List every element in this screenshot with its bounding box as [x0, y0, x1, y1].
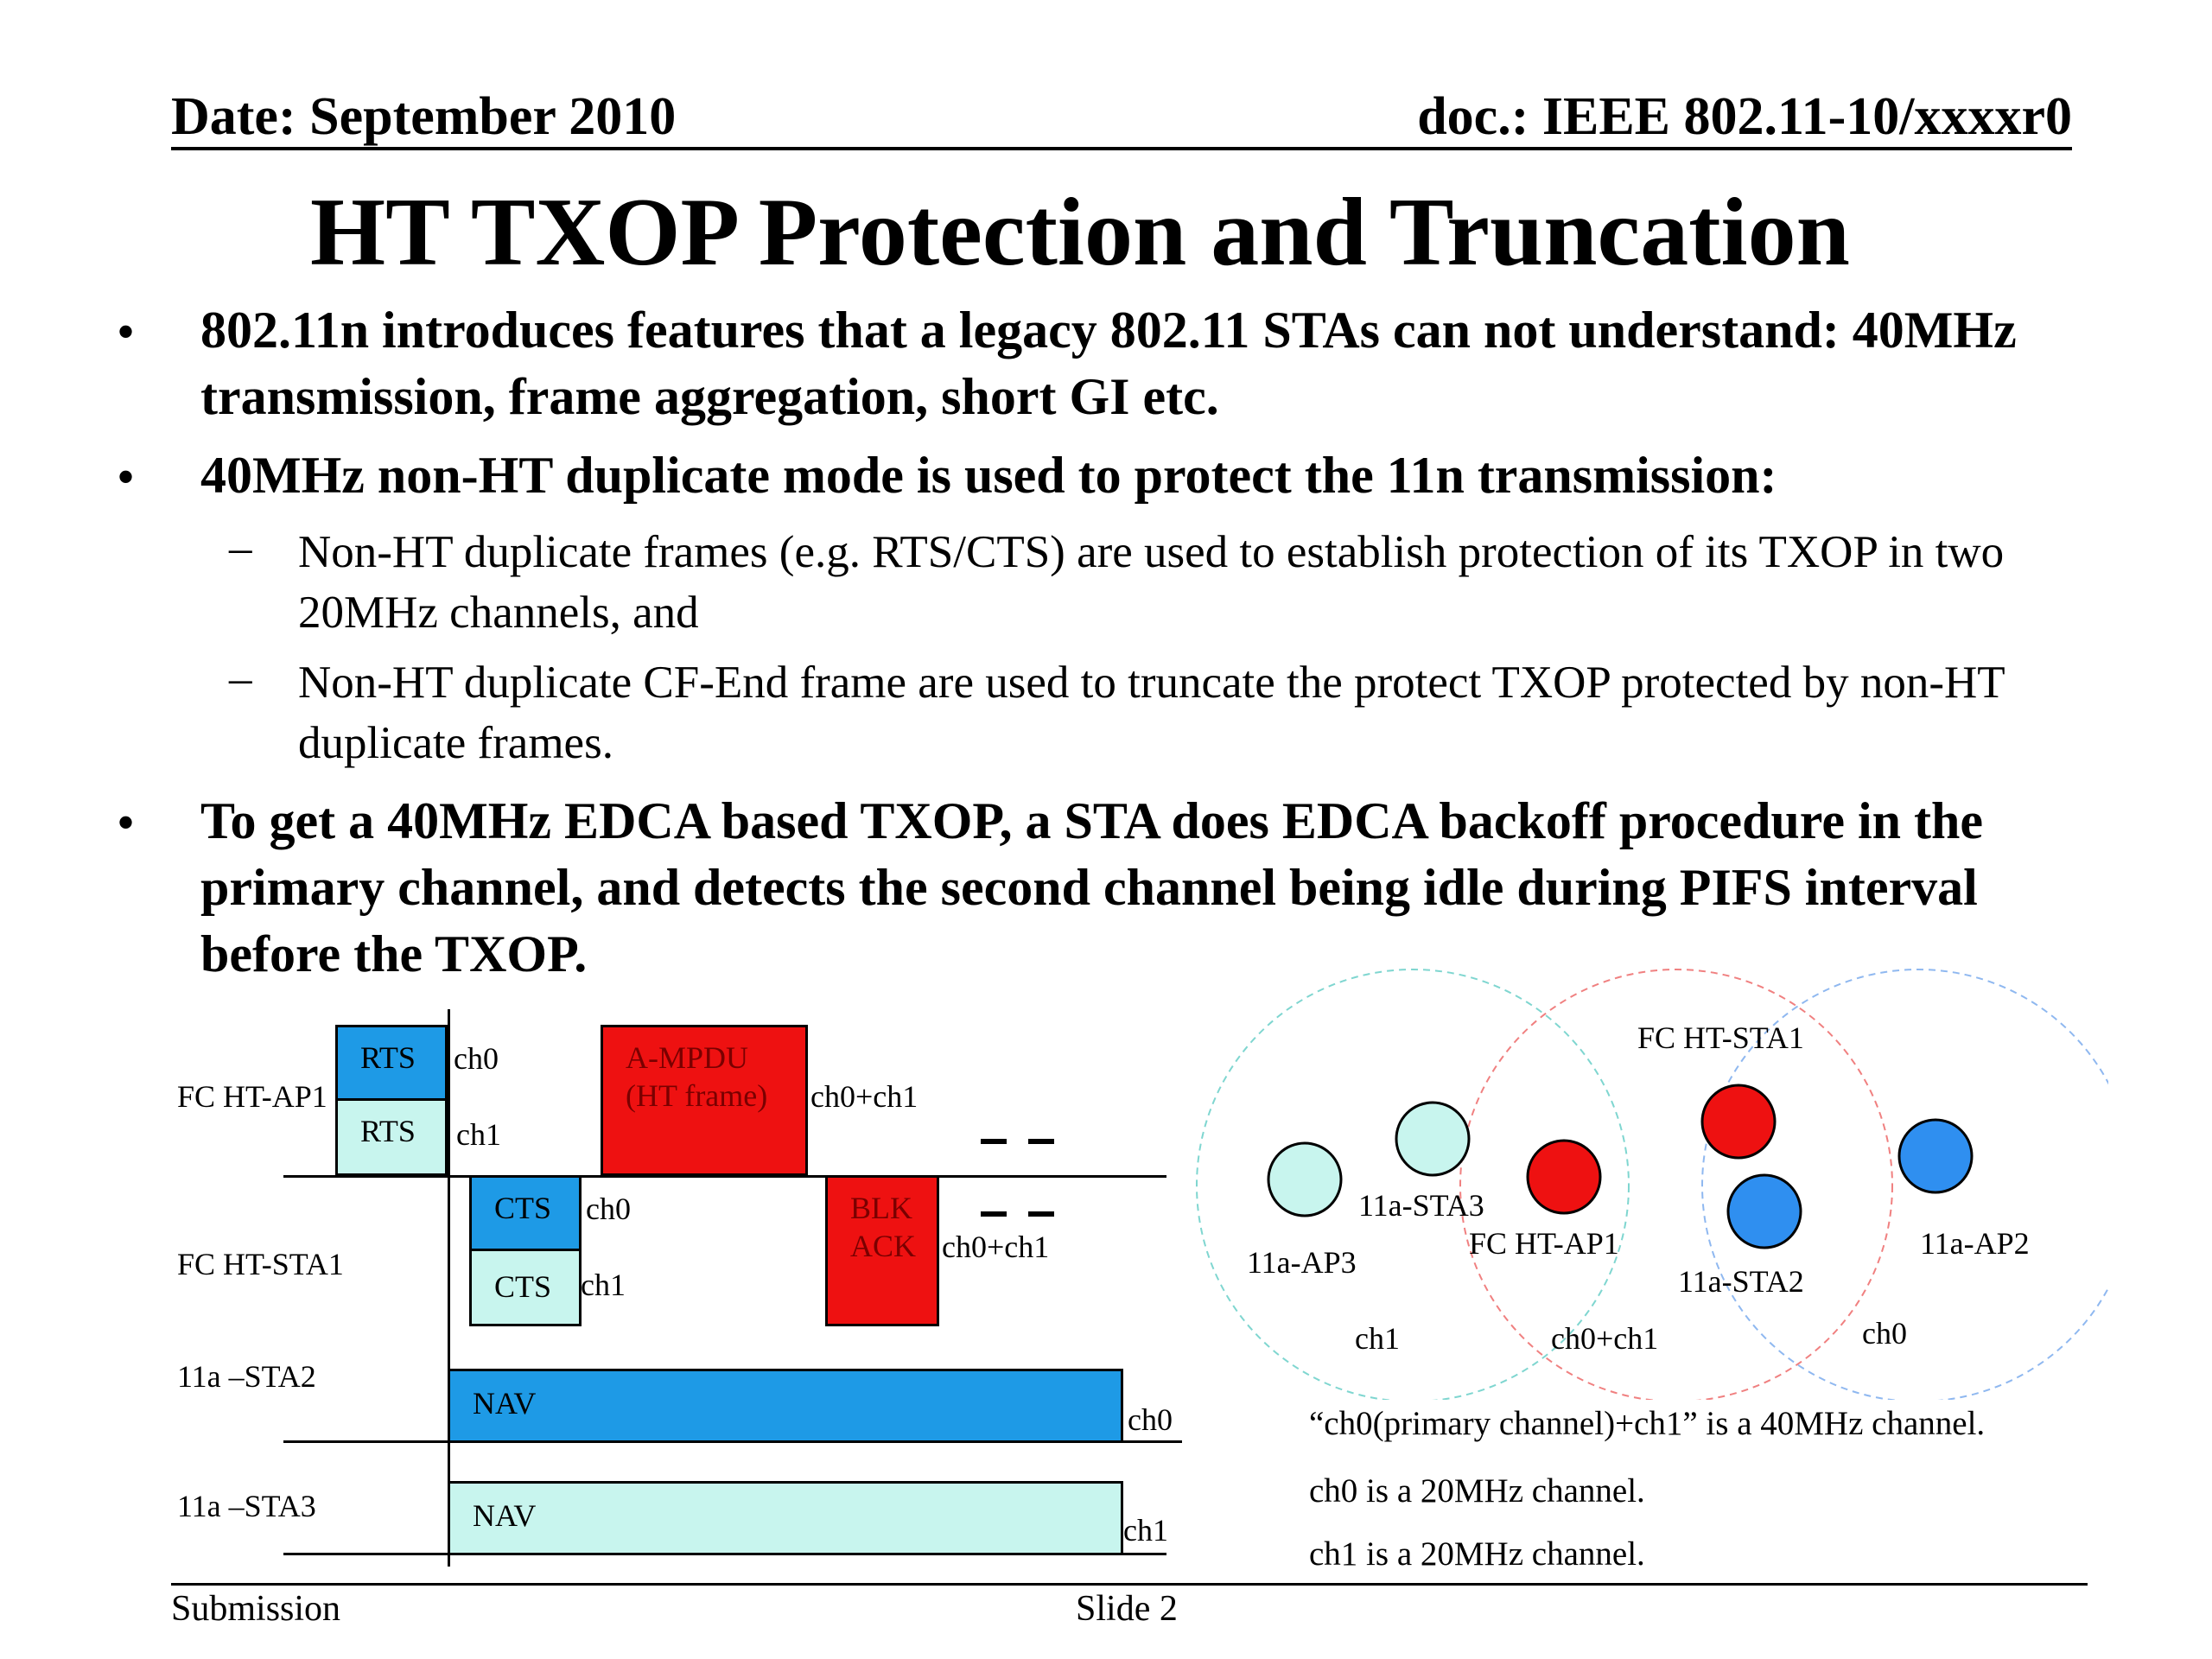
header-rule — [171, 147, 2072, 150]
label-11a-sta2: 11a-STA2 — [1678, 1264, 1804, 1299]
blockack-sublabel: ACK — [850, 1229, 917, 1263]
ampdu-frame: A-MPDU (HT frame) — [601, 1025, 808, 1176]
footer-submission: Submission — [171, 1589, 341, 1629]
blockack-label: BLK — [850, 1191, 912, 1225]
label-11a-sta3: 11a-STA3 — [1358, 1188, 1484, 1223]
node-11a-ap2 — [1897, 1118, 1974, 1194]
dash-marker: – — [229, 523, 252, 573]
ap1-baseline — [283, 1175, 1166, 1178]
bullet-2: 40MHz non-HT duplicate mode is used to p… — [200, 447, 1777, 504]
channel-label: ch1 — [456, 1117, 501, 1152]
nav-label: NAV — [473, 1386, 537, 1421]
nav-bar-sta3: NAV — [448, 1481, 1123, 1555]
channel-label: ch0 — [1128, 1402, 1173, 1437]
coverage-area-ch0-ch1 — [1459, 969, 1893, 1400]
label-area-ch0-ch1: ch0+ch1 — [1551, 1321, 1659, 1356]
row-label-ap1: FC HT-AP1 — [177, 1079, 327, 1114]
bullet-marker: • — [117, 794, 136, 851]
cts-frame-ch0: CTS — [469, 1175, 582, 1251]
cts-label: CTS — [494, 1191, 552, 1225]
channel-label: ch0 — [454, 1041, 499, 1076]
channel-label: ch0+ch1 — [810, 1079, 918, 1114]
label-area-ch1: ch1 — [1355, 1321, 1400, 1356]
bullet-3: To get a 40MHz EDCA based TXOP, a STA do… — [200, 792, 1983, 982]
continuation-dash — [981, 1139, 1007, 1144]
channel-label: ch1 — [1123, 1513, 1168, 1548]
sub-bullet-1: Non-HT duplicate frames (e.g. RTS/CTS) a… — [298, 527, 2005, 638]
coverage-area-ch1 — [1196, 969, 1630, 1400]
continuation-dash — [1028, 1211, 1054, 1217]
slide-title: HT TXOP Protection and Truncation — [310, 179, 1850, 286]
note-ch1: ch1 is a 20MHz channel. — [1309, 1535, 1645, 1573]
node-11a-ap3 — [1267, 1141, 1343, 1217]
channel-label: ch0+ch1 — [942, 1230, 1050, 1264]
dash-marker: – — [229, 653, 252, 703]
network-topology-diagram — [1196, 969, 2108, 1400]
footer-rule — [171, 1583, 2088, 1586]
bullet-marker: • — [117, 448, 136, 505]
rts-label: RTS — [360, 1040, 416, 1075]
header-date: Date: September 2010 — [171, 87, 677, 146]
node-fc-ht-sta1 — [1700, 1084, 1777, 1160]
label-area-ch0: ch0 — [1862, 1316, 1907, 1351]
channel-label: ch1 — [581, 1268, 626, 1302]
label-fc-ht-ap1: FC HT-AP1 — [1469, 1226, 1619, 1261]
note-ch0: ch0 is a 20MHz channel. — [1309, 1472, 1645, 1510]
node-11a-sta2 — [1726, 1173, 1802, 1249]
rts-frame-ch1: RTS — [335, 1098, 448, 1176]
nav-bar-sta2: NAV — [448, 1369, 1123, 1443]
label-fc-ht-sta1: FC HT-STA1 — [1637, 1020, 1804, 1055]
continuation-dash — [981, 1211, 1007, 1217]
blockack-frame: BLK ACK — [825, 1175, 939, 1326]
node-11a-sta3 — [1395, 1101, 1471, 1177]
row-label-sta2: 11a –STA2 — [177, 1359, 316, 1394]
bullet-1: 802.11n introduces features that a legac… — [200, 302, 2017, 425]
continuation-dash — [1028, 1139, 1054, 1144]
time-axis-vertical — [448, 1009, 450, 1567]
label-11a-ap2: 11a-AP2 — [1920, 1226, 2030, 1261]
header-doc-id: doc.: IEEE 802.11-10/xxxxr0 — [1417, 87, 2072, 146]
cts-frame-ch1: CTS — [469, 1249, 582, 1326]
label-11a-ap3: 11a-AP3 — [1247, 1245, 1357, 1280]
rts-frame-ch0: RTS — [335, 1025, 448, 1101]
coverage-area-ch0 — [1701, 969, 2108, 1400]
cts-label: CTS — [494, 1269, 552, 1304]
ampdu-label: A-MPDU — [626, 1040, 749, 1075]
row-label-sta3: 11a –STA3 — [177, 1489, 316, 1523]
rts-label: RTS — [360, 1114, 416, 1148]
ampdu-sublabel: (HT frame) — [626, 1078, 768, 1113]
channel-label: ch0 — [586, 1192, 631, 1226]
nav-label: NAV — [473, 1498, 537, 1533]
row-label-sta1: FC HT-STA1 — [177, 1247, 344, 1281]
footer-slide-number: Slide 2 — [1076, 1589, 1178, 1629]
note-40mhz: “ch0(primary channel)+ch1” is a 40MHz ch… — [1309, 1405, 1986, 1442]
sub-bullet-2: Non-HT duplicate CF-End frame are used t… — [298, 658, 2005, 768]
bullet-marker: • — [117, 303, 136, 360]
node-fc-ht-ap1 — [1526, 1139, 1602, 1215]
